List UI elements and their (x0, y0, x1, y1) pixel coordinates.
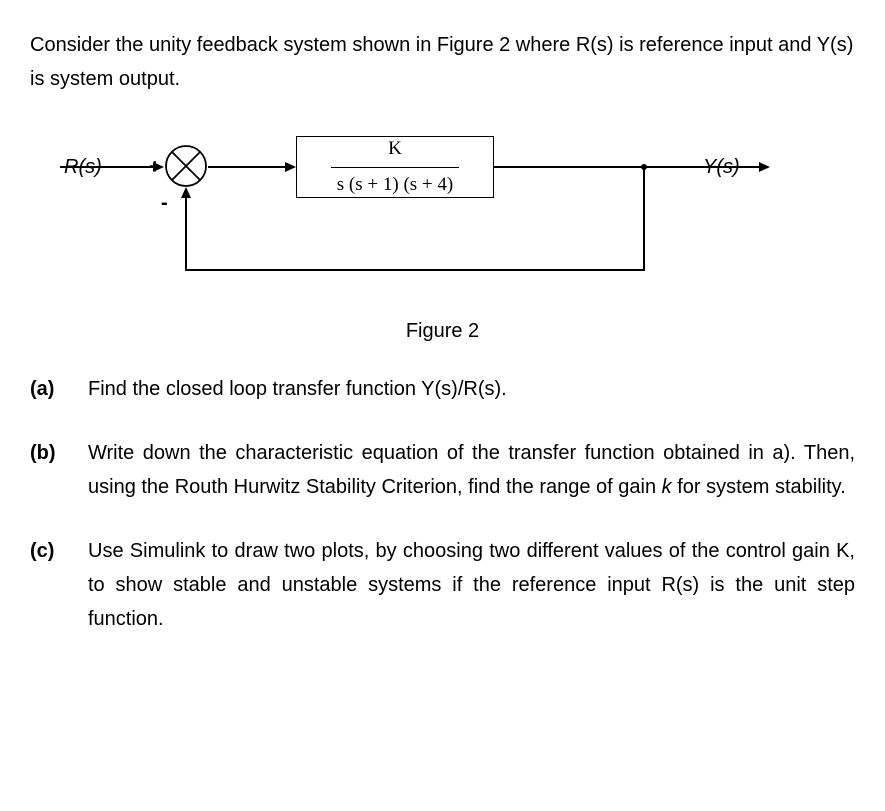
question-b: (b) Write down the characteristic equati… (30, 436, 855, 504)
question-label: (c) (30, 534, 88, 636)
wire (494, 166, 762, 168)
arrowhead-icon (759, 162, 770, 172)
wire (185, 269, 645, 271)
question-text: Use Simulink to draw two plots, by choos… (88, 534, 855, 636)
arrowhead-icon (153, 162, 164, 172)
summing-junction (164, 144, 208, 188)
block-diagram: R(s) Y(s) + - K s (s + 1) (s + 4) (30, 136, 855, 348)
arrowhead-icon (181, 187, 191, 198)
wire (60, 166, 156, 168)
question-a: (a) Find the closed loop transfer functi… (30, 372, 855, 406)
wire (185, 197, 187, 271)
question-text: Write down the characteristic equation o… (88, 436, 855, 504)
tf-denominator: s (s + 1) (s + 4) (331, 168, 459, 201)
intro-text: Consider the unity feedback system shown… (30, 28, 855, 96)
transfer-function-block: K s (s + 1) (s + 4) (296, 136, 494, 198)
arrowhead-icon (285, 162, 296, 172)
tf-numerator: K (378, 133, 412, 166)
minus-sign: - (161, 186, 168, 220)
question-label: (b) (30, 436, 88, 504)
question-text: Find the closed loop transfer function Y… (88, 372, 855, 406)
wire (643, 166, 645, 271)
figure-caption: Figure 2 (30, 314, 855, 348)
question-label: (a) (30, 372, 88, 406)
wire (208, 166, 288, 168)
question-c: (c) Use Simulink to draw two plots, by c… (30, 534, 855, 636)
